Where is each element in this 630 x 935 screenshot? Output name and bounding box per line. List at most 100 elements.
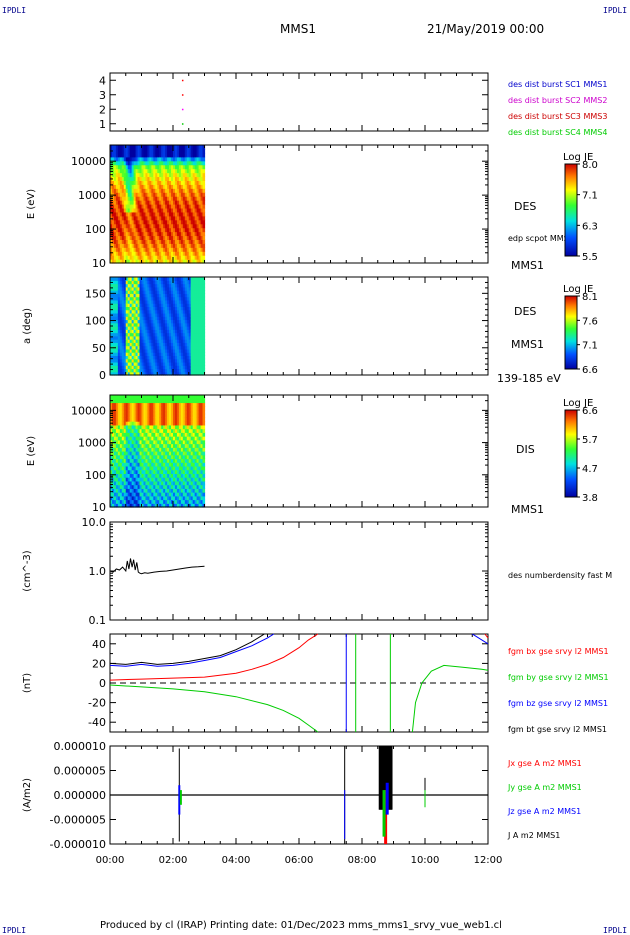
heatmap-cell [203, 180, 206, 185]
legend-entry: des dist burst SC4 MMS4 [508, 128, 607, 137]
heatmap-cell [203, 488, 206, 492]
heatmap-cell [203, 251, 206, 256]
panel-right-label: DES [514, 200, 536, 213]
y-tick-label: 100 [85, 315, 106, 328]
heatmap-cell [203, 455, 206, 459]
series-line-density [110, 559, 205, 574]
y-tick-label: 2 [99, 103, 106, 116]
heatmap-cell [203, 239, 206, 244]
heatmap-cell [203, 470, 206, 474]
colorbar-tick-label: 3.8 [582, 493, 598, 504]
heatmap-cell [203, 410, 206, 414]
heatmap-cell [203, 399, 206, 403]
y-tick-label: 10000 [71, 155, 106, 168]
heatmap-cell [203, 232, 206, 237]
heatmap-cell [203, 173, 206, 178]
heatmap-cell [203, 161, 206, 166]
colorbar-tick-label: 5.5 [582, 252, 598, 263]
heatmap-cell [203, 406, 206, 410]
panel-right-label: 139-185 eV [497, 372, 561, 385]
heatmap-cell [203, 432, 206, 436]
legend-entry: fgm bt gse srvy l2 MMS1 [508, 725, 607, 734]
heatmap-cell [203, 466, 206, 470]
colorbar-tick-label: 7.6 [582, 316, 598, 327]
legend-entry: des dist burst SC2 MMS2 [508, 96, 607, 105]
heatmap-cell [203, 184, 206, 189]
series-line-fgm-1 [110, 685, 318, 732]
y-tick-label: 0.1 [89, 614, 107, 627]
heatmap-cell [203, 255, 206, 260]
heatmap-cell [203, 176, 206, 181]
heatmap-cell [203, 208, 206, 213]
heatmap-cell [203, 228, 206, 233]
heatmap-cell [203, 436, 206, 440]
heatmap-cells-dis-energy [110, 395, 205, 508]
heatmap-cell [203, 429, 206, 433]
panel-right-label: MMS1 [511, 259, 544, 272]
heatmap-cell [203, 421, 206, 425]
y-tick-label: 150 [85, 287, 106, 300]
heatmap-cell [203, 402, 206, 406]
heatmap-cell [203, 417, 206, 421]
heatmap-cell [203, 496, 206, 500]
y-tick-label: 1.0 [89, 565, 107, 578]
burst-mark [182, 80, 184, 82]
panel-frame-0 [110, 73, 488, 131]
y-tick-label: 100 [85, 223, 106, 236]
y-tick-label: 1 [99, 118, 106, 131]
y-tick-label: 10.0 [82, 516, 107, 529]
colorbar-tick-label: 6.3 [582, 221, 598, 232]
heatmap-cell [203, 243, 206, 248]
heatmap-cell [203, 247, 206, 252]
colorbar-des-energy [565, 164, 577, 256]
y-tick-label: 20 [92, 657, 106, 670]
burst-mark [182, 123, 184, 125]
heatmap-cell [203, 220, 206, 225]
y-tick-label: 10 [92, 501, 106, 514]
legend-entry: fgm bx gse srvy l2 MMS1 [508, 647, 609, 656]
legend-entry: fgm bz gse srvy l2 MMS1 [508, 699, 608, 708]
y-tick-label: 100 [85, 469, 106, 482]
y-tick-label: -20 [88, 697, 106, 710]
y-tick-label: 50 [92, 342, 106, 355]
colorbar-des-pitch [565, 296, 577, 369]
burst-mark [182, 94, 184, 96]
heatmap-cell [203, 196, 206, 201]
colorbar-tick-label: 4.7 [582, 464, 598, 475]
heatmap-cell [203, 425, 206, 429]
panel-right-label: DES [514, 305, 536, 318]
y-tick-label: 10000 [71, 404, 106, 417]
series-line-fgm-2 [110, 634, 274, 666]
panel-right-label: MMS1 [511, 503, 544, 516]
axis-label-y: E (eV) [26, 436, 37, 466]
heatmap-cell [203, 444, 206, 448]
heatmap-cell [203, 451, 206, 455]
heatmap-cell [203, 157, 206, 162]
colorbar-tick-label: 7.1 [582, 191, 598, 202]
y-tick-label: 10 [92, 257, 106, 270]
heatmap-cell [203, 492, 206, 496]
y-tick-label: 3 [99, 89, 106, 102]
y-tick-label: 1000 [78, 189, 106, 202]
legend-entry: des numberdensity fast M [508, 571, 612, 580]
legend-entry: des dist burst SC1 MMS1 [508, 80, 607, 89]
heatmap-cell [203, 447, 206, 451]
colorbar-tick-label: 8.0 [582, 160, 598, 171]
colorbar-tick-label: 6.6 [582, 406, 598, 417]
panel-right-label: edp scpot MMS1 [508, 234, 574, 243]
axis-label-y: (cm^-3) [22, 550, 33, 591]
heatmap-cell [203, 212, 206, 217]
axis-label-y: (nT) [22, 673, 33, 693]
y-tick-label: 4 [99, 74, 106, 87]
heatmap-cells-des-energy [110, 145, 205, 264]
burst-mark [182, 109, 184, 111]
y-tick-label: -40 [88, 716, 106, 729]
panel-right-label: DIS [516, 443, 535, 456]
heatmap-cell [203, 153, 206, 158]
heatmap-cell [203, 188, 206, 193]
y-tick-label: 1000 [78, 437, 106, 450]
heatmap-cell [203, 440, 206, 444]
axis-label-y: a (deg) [22, 308, 33, 344]
heatmap-cell [203, 458, 206, 462]
